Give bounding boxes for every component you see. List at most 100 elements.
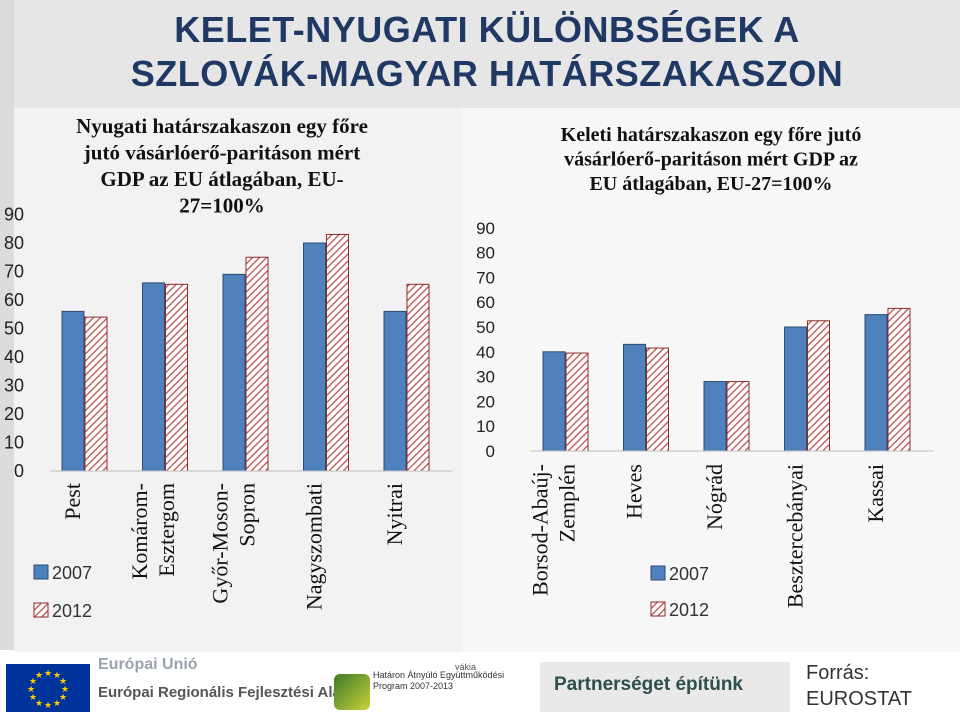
east-legend-swatch-2007 (650, 565, 666, 581)
east-bar-2007 (623, 343, 646, 452)
title-line-2: SZLOVÁK-MAGYAR HATÁRSZAKASZON (130, 53, 844, 94)
west-y-tick-label: 50 (4, 319, 24, 339)
source-value: EUROSTAT (806, 688, 912, 710)
west-y-tick-label: 90 (4, 205, 24, 225)
west-bar-2007 (61, 310, 85, 472)
east-legend-label: 2007 (669, 564, 709, 584)
west-bar-2012 (165, 283, 188, 472)
east-category-label: Kassai (863, 464, 888, 523)
west-y-tick-label: 20 (4, 404, 24, 424)
west-legend-label: 2012 (52, 601, 92, 621)
svg-text:★: ★ (29, 677, 37, 687)
west-y-tick-label: 10 (4, 433, 24, 453)
east-legend-label: 2012 (669, 600, 709, 620)
eu-flag-logo: ★ ★ ★ ★ ★ ★ ★ ★ ★ ★ ★ ★ (6, 664, 90, 712)
east-y-tick-label: 80 (476, 244, 495, 263)
partner-slogan: Partnerséget építünk (554, 674, 743, 695)
west-chart-title-line: GDP az EU átlagában, EU- (100, 167, 343, 191)
east-category-label: Nógrád (702, 464, 727, 530)
west-chart-title-line: Nyugati határszakaszon egy főre (76, 114, 368, 138)
east-category-label: Borsod-Abaúj- (528, 464, 553, 596)
west-legend-swatch-2007 (33, 564, 49, 580)
west-bar-2007 (303, 242, 326, 472)
east-category-label: Heves (622, 464, 647, 519)
program-line-2: Program 2007-2013 (373, 681, 454, 691)
page-title: KELET-NYUGATI KÜLÖNBSÉGEK A SZLOVÁK-MAGY… (14, 8, 960, 96)
svg-text:★: ★ (35, 699, 43, 709)
west-category-label: Esztergom (154, 483, 179, 577)
eu-name: Európai Unió (98, 656, 198, 673)
east-category-label: Besztercebányai (783, 464, 808, 608)
west-bar-2007 (383, 310, 407, 472)
svg-text:★: ★ (27, 685, 35, 695)
program-country-fragment: vákia (455, 662, 477, 672)
program-line-1: Határon Átnyúló Együttműködési (373, 670, 505, 680)
svg-text:★: ★ (35, 671, 43, 681)
title-line-1: KELET-NYUGATI KÜLÖNBSÉGEK A (174, 9, 800, 50)
east-y-tick-label: 60 (476, 293, 495, 312)
svg-text:★: ★ (61, 685, 69, 695)
east-y-tick-label: 40 (476, 343, 495, 362)
west-category-label: Komárom- (127, 483, 152, 580)
west-y-tick-label: 80 (4, 233, 24, 253)
east-legend-swatch-2012 (650, 601, 666, 617)
svg-text:★: ★ (59, 693, 67, 703)
west-bar-2012 (245, 256, 269, 472)
west-bar-2007 (222, 273, 246, 472)
east-y-tick-label: 90 (476, 219, 495, 238)
west-chart-title-line: jutó vásárlóerő-paritáson mért (83, 141, 360, 165)
east-bar-2012 (565, 352, 589, 452)
svg-text:★: ★ (53, 671, 61, 681)
footer-bar (0, 652, 960, 716)
east-y-tick-label: 30 (476, 368, 495, 387)
west-legend-label: 2007 (52, 563, 92, 583)
west-chart-title-line: 27=100% (179, 194, 264, 218)
source-note: Forrás: EUROSTAT (806, 660, 912, 712)
east-bar-2007 (542, 351, 566, 452)
svg-text:★: ★ (53, 699, 61, 709)
east-chart-title-line: EU átlagában, EU-27=100% (589, 173, 832, 195)
east-y-tick-label: 20 (476, 392, 495, 411)
east-bar-2007 (864, 314, 888, 452)
east-bar-2012 (726, 381, 750, 452)
west-y-tick-label: 30 (4, 376, 24, 396)
east-y-tick-label: 50 (476, 318, 495, 337)
west-legend-swatch-2012 (33, 602, 49, 618)
east-bar-2012 (887, 307, 911, 452)
east-y-tick-label: 0 (486, 442, 495, 461)
east-chart-title-line: Keleti határszakaszon egy főre jutó (561, 124, 862, 146)
svg-text:★: ★ (29, 693, 37, 703)
east-bar-2007 (784, 326, 807, 452)
west-category-label: Pest (60, 483, 85, 520)
erdf-name: Európai Regionális Fejlesztési Alap (98, 684, 351, 701)
west-category-label: Nagyszombati (302, 483, 327, 610)
title-band (14, 0, 960, 108)
left-decor-band (0, 0, 14, 650)
west-category-label: Győr-Moson- (208, 483, 233, 604)
west-bar-2012 (84, 316, 108, 472)
west-y-tick-label: 40 (4, 347, 24, 367)
west-category-label: Nyitrai (382, 483, 407, 545)
east-chart-title-line: vásárlóerő-paritáson mért GDP az (564, 149, 858, 171)
east-bar-2007 (703, 381, 727, 452)
svg-text:★: ★ (44, 701, 52, 711)
west-bar-2007 (142, 282, 165, 472)
west-bar-2012 (326, 233, 349, 472)
east-y-tick-label: 70 (476, 268, 495, 287)
program-logo (334, 674, 370, 710)
svg-text:★: ★ (59, 677, 67, 687)
east-y-tick-label: 10 (476, 417, 495, 436)
east-bar-2012 (646, 347, 669, 452)
eu-stars-icon: ★ ★★ ★★★ ★★★ ★★★ (27, 669, 69, 711)
west-category-label: Sopron (235, 483, 260, 547)
east-category-label: Zemplén (555, 464, 580, 542)
east-bar-2012 (807, 320, 830, 452)
source-label: Forrás: (806, 662, 870, 684)
west-bar-2012 (406, 283, 430, 472)
west-y-tick-label: 0 (14, 461, 24, 481)
partner-banner: Partnerséget építünk (540, 662, 790, 712)
program-name: Határon Átnyúló Együttműködési Program 2… (373, 670, 504, 692)
west-y-tick-label: 60 (4, 290, 24, 310)
west-y-tick-label: 70 (4, 262, 24, 282)
